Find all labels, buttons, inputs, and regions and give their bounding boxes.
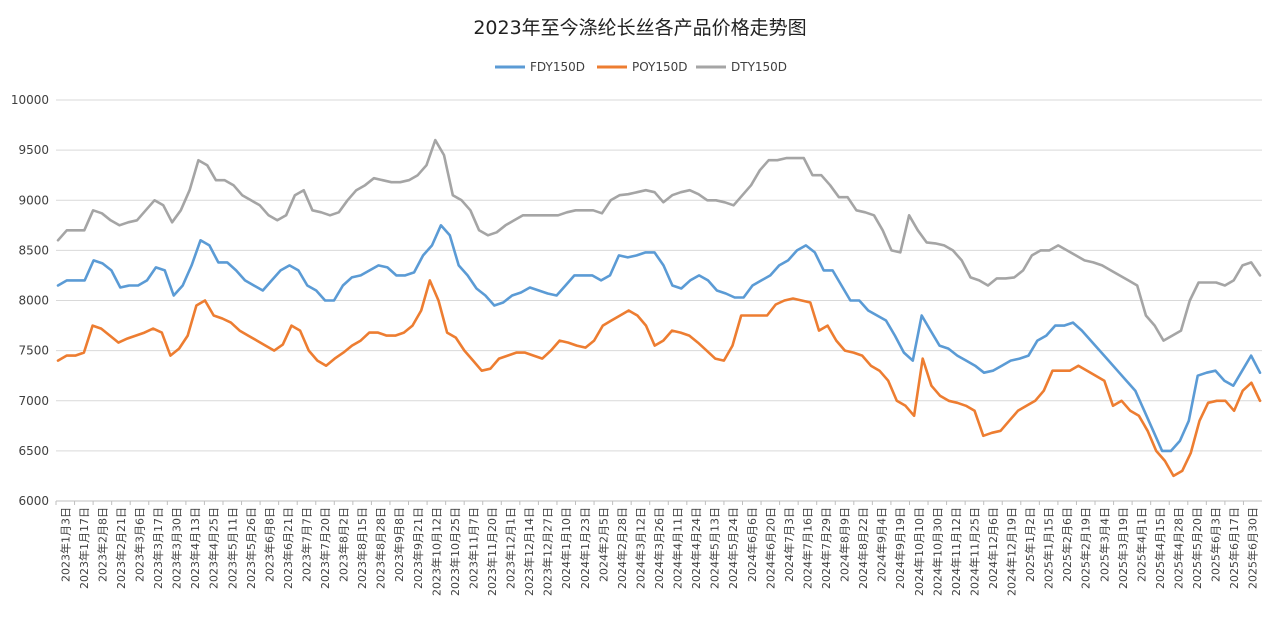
x-tick-label: 2024年11月25日 [967,507,981,596]
x-tick-label: 2023年4月13日 [188,507,202,589]
x-tick-label: 2024年9月19日 [893,507,907,589]
x-tick-label: 2023年6月8日 [262,507,276,582]
legend-label-dty150d: DTY150D [731,60,787,74]
x-tick-label: 2023年5月26日 [244,507,258,589]
x-tick-label: 2025年4月28日 [1172,507,1186,589]
x-tick-label: 2023年2月8日 [95,507,109,582]
y-tick-label: 9000 [18,193,49,207]
y-tick-label: 6000 [18,494,49,508]
x-tick-label: 2025年6月30日 [1246,507,1260,589]
x-tick-label: 2024年7月3日 [782,507,796,582]
legend-label-poy150d: POY150D [632,60,688,74]
x-tick-label: 2023年6月21日 [281,507,295,589]
x-tick-label: 2023年9月21日 [411,507,425,589]
y-tick-label: 9500 [18,143,49,157]
x-tick-label: 2024年2月5日 [596,507,610,582]
x-tick-label: 2025年4月15日 [1153,507,1167,589]
x-tick-label: 2024年7月29日 [819,507,833,589]
x-tick-label: 2023年12月1日 [504,507,518,589]
x-tick-label: 2024年7月16日 [800,507,814,589]
x-tick-label: 2025年1月2日 [1023,507,1037,582]
x-tick-label: 2025年2月19日 [1079,507,1093,589]
x-tick-label: 2024年3月12日 [633,507,647,589]
gridlines [56,99,1262,502]
x-tick-label: 2023年7月7日 [300,507,314,582]
y-tick-label: 6500 [18,444,49,458]
x-tick-label: 2023年10月12日 [429,507,443,596]
x-tick-label: 2024年1月23日 [578,507,592,589]
x-tick-label: 2024年12月19日 [1005,507,1019,596]
x-tick-label: 2025年4月1日 [1134,507,1148,582]
y-tick-label: 10000 [11,93,49,107]
x-tick-label: 2025年1月15日 [1042,507,1056,589]
x-tick-label: 2023年3月17日 [151,507,165,589]
x-tick-label: 2023年2月21日 [114,507,128,589]
x-tick-label: 2023年11月7日 [467,507,481,589]
series-line-fdy150d [56,224,1262,453]
x-tick-label: 2023年11月20日 [485,507,499,596]
y-tick-label: 7500 [18,344,49,358]
x-tick-label: 2024年4月24日 [689,507,703,589]
series-line-poy150d [56,279,1262,478]
x-tick-label: 2024年1月10日 [559,507,573,589]
x-tick-label: 2024年10月10日 [912,507,926,596]
x-tick-label: 2023年7月20日 [318,507,332,589]
legend: FDY150D POY150D DTY150D [495,60,787,74]
x-tick-label: 2023年1月3日 [58,507,72,582]
x-tick-label: 2024年12月6日 [986,507,1000,589]
x-tick-label: 2024年5月24日 [726,507,740,589]
series-lines [56,138,1262,478]
legend-label-fdy150d: FDY150D [530,60,585,74]
x-tick-label: 2023年1月17日 [77,507,91,589]
y-tick-label: 8000 [18,294,49,308]
x-tick-label: 2025年2月6日 [1060,507,1074,582]
y-tick-label: 7000 [18,394,49,408]
x-tick-label: 2023年9月8日 [392,507,406,582]
x-tick-label: 2023年3月30日 [170,507,184,589]
y-tick-label: 8500 [18,243,49,257]
series-line-dty150d [56,138,1262,342]
x-tick-label: 2023年4月25日 [207,507,221,589]
x-tick-label: 2023年3月6日 [133,507,147,582]
x-tick-label: 2024年2月28日 [615,507,629,589]
x-tick-label: 2025年6月17日 [1227,507,1241,589]
x-tick-label: 2024年6月20日 [763,507,777,589]
chart-title: 2023年至今涤纶长丝各产品价格走势图 [473,17,806,39]
x-tick-label: 2024年11月12日 [949,507,963,596]
x-tick-label: 2024年8月9日 [838,507,852,582]
x-tick-label: 2025年3月19日 [1116,507,1130,589]
x-tick-label: 2024年4月11日 [671,507,685,589]
x-tick-label: 2024年9月4日 [875,507,889,582]
x-tick-label: 2024年10月30日 [930,507,944,596]
x-tick-label: 2023年12月27日 [541,507,555,596]
x-tick-label: 2023年8月15日 [355,507,369,589]
x-tick-label: 2024年5月13日 [708,507,722,589]
x-axis: 2023年1月3日 2023年1月17日 2023年2月8日 2023年2月21日 20… [55,500,1262,596]
x-tick-label: 2023年12月14日 [522,507,536,596]
x-tick-label: 2025年6月3日 [1209,507,1223,582]
x-tick-label: 2023年5月11日 [225,507,239,589]
x-tick-label: 2025年3月4日 [1097,507,1111,582]
x-tick-label: 2024年3月26日 [652,507,666,589]
x-tick-label: 2023年8月28日 [374,507,388,589]
y-axis: 6000 6500 7000 7500 8000 8500 9000 9500 10000 [11,93,49,508]
x-tick-label: 2023年8月2日 [337,507,351,582]
x-tick-label: 2024年8月22日 [856,507,870,589]
x-tick-label: 2024年6月6日 [745,507,759,582]
x-tick-label: 2025年5月20日 [1190,507,1204,589]
x-tick-label: 2023年10月25日 [448,507,462,596]
